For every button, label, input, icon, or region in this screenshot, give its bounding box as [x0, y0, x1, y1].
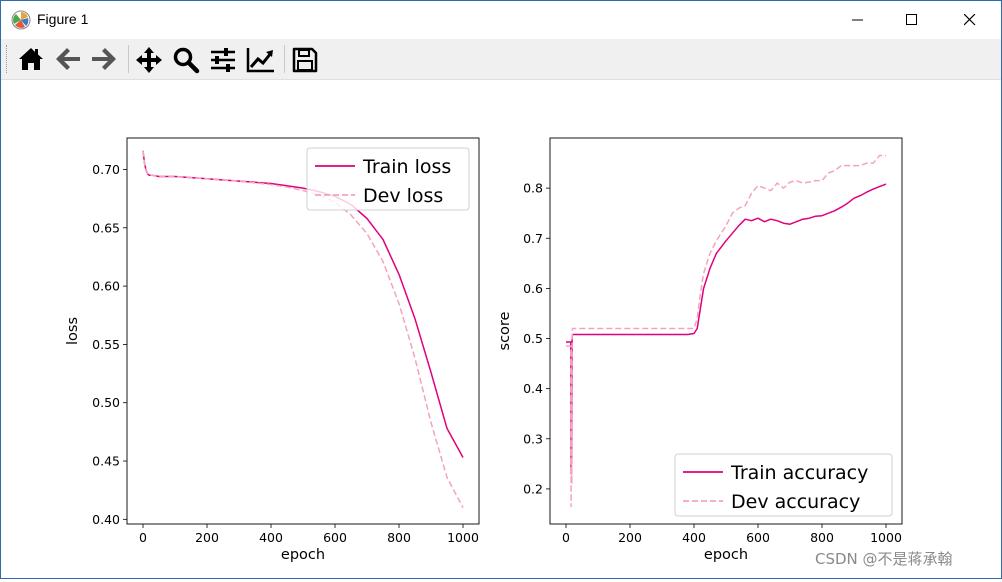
maximize-icon [906, 14, 917, 25]
zoom-button[interactable] [170, 43, 202, 75]
toolbar-separator [284, 45, 285, 73]
x-tick-label: 200 [195, 530, 219, 545]
pan-button[interactable] [133, 43, 165, 75]
arrow-left-icon [56, 48, 80, 70]
y-tick-label: 0.4 [523, 381, 543, 396]
x-tick-label: 800 [387, 530, 411, 545]
navigation-toolbar [1, 39, 1001, 80]
series-line-train-accuracy [566, 183, 887, 475]
configure-subplots-button[interactable] [207, 43, 239, 75]
title-bar: Figure 1 [1, 1, 1001, 39]
x-tick-label: 600 [323, 530, 347, 545]
move-icon [136, 47, 162, 73]
back-button[interactable] [52, 43, 84, 75]
forward-button[interactable] [88, 43, 120, 75]
floppy-disk-icon [292, 47, 318, 73]
x-tick-label: 400 [682, 530, 706, 545]
axes-frame [549, 137, 903, 525]
y-tick-label: 0.8 [523, 181, 543, 196]
legend-label: Train accuracy [730, 462, 868, 484]
edit-axis-button[interactable] [244, 43, 276, 75]
legend-label: Dev loss [363, 185, 443, 207]
x-axis-label: epoch [704, 547, 748, 563]
save-button[interactable] [289, 43, 321, 75]
y-tick-label: 0.55 [92, 337, 120, 352]
window-title: Figure 1 [37, 11, 89, 27]
legend-label: Dev accuracy [731, 491, 860, 513]
watermark-text: CSDN @不是蒋承翰 [815, 550, 953, 568]
y-axis-label: loss [65, 317, 81, 345]
y-tick-label: 0.70 [92, 162, 120, 177]
series-line-dev-loss [142, 150, 464, 509]
y-tick-label: 0.60 [92, 279, 120, 294]
y-tick-label: 0.65 [92, 220, 120, 235]
series-line-train-loss [142, 150, 464, 458]
matplotlib-logo-icon [11, 10, 31, 30]
legend-label: Train loss [362, 156, 451, 178]
y-tick-label: 0.45 [92, 454, 120, 469]
toolbar-separator [128, 45, 129, 73]
maximize-button[interactable] [889, 1, 935, 39]
figure-canvas[interactable]: 0 200 400 600 800 1000 0.40 0.45 0.50 0.55 0.60 0.6… [1, 80, 1001, 578]
series-line-dev-accuracy [566, 154, 886, 508]
x-axis-label: epoch [281, 547, 325, 563]
y-tick-label: 0.2 [523, 481, 543, 496]
toolbar-grip [6, 45, 9, 73]
sliders-icon [211, 48, 235, 72]
chart-line-icon [246, 48, 274, 73]
y-tick-label: 0.40 [92, 512, 120, 527]
home-button[interactable] [15, 43, 47, 75]
chart-1: 0 200 400 600 800 1000 0.40 0.45 0.50 0.55 0.60 0.6… [65, 137, 480, 563]
figure-svg: 0 200 400 600 800 10000.400.450.500.550.600.6… [65, 137, 903, 563]
x-tick-label: 400 [259, 530, 283, 545]
y-tick-label: 0.7 [523, 231, 543, 246]
y-tick-label: 0.6 [523, 281, 543, 296]
chart-2: 0 200 400 600 800 1000 0.2 0.3 0.4 0.5 0.6 0.7 0.8 ep… [497, 137, 903, 563]
y-tick-label: 0.3 [523, 431, 543, 446]
x-tick-label: 600 [746, 530, 770, 545]
y-tick-label: 0.5 [523, 331, 543, 346]
minimize-button[interactable] [835, 1, 881, 39]
axes-frame [126, 137, 480, 525]
x-tick-label: 1000 [447, 530, 479, 545]
magnifier-icon [173, 47, 200, 74]
y-axis-label: score [497, 311, 513, 350]
arrow-right-icon [92, 48, 116, 70]
home-icon [19, 48, 43, 70]
x-tick-label: 800 [810, 530, 834, 545]
minimize-icon [852, 19, 863, 21]
legend-box [674, 453, 893, 517]
close-icon [964, 14, 976, 26]
x-tick-label: 0 [562, 530, 570, 545]
y-tick-label: 0.50 [92, 395, 120, 410]
x-tick-label: 0 [139, 530, 147, 545]
close-button[interactable] [947, 1, 993, 39]
x-tick-label: 200 [618, 530, 642, 545]
x-tick-label: 1000 [870, 530, 902, 545]
